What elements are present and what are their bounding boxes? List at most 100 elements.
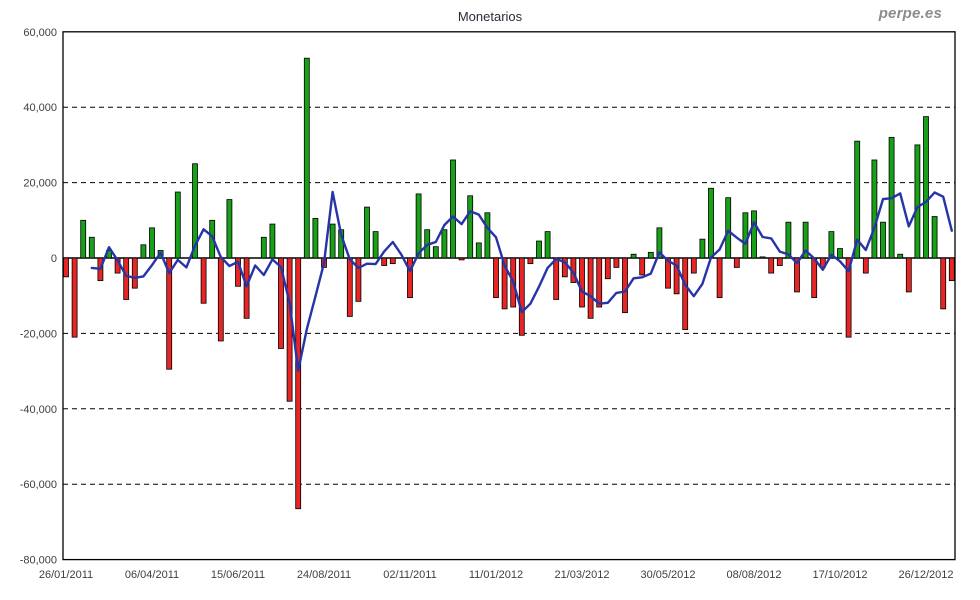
weekly-flow-bar xyxy=(458,257,465,261)
weekly-flow-bar xyxy=(467,195,474,259)
weekly-flow-bar xyxy=(260,236,267,259)
y-axis-tick-label: -80,000 xyxy=(20,555,57,567)
weekly-flow-bar xyxy=(226,199,233,259)
weekly-flow-bar xyxy=(441,229,448,259)
weekly-flow-bar xyxy=(346,257,353,317)
weekly-flow-bar xyxy=(493,257,499,298)
weekly-flow-bar xyxy=(690,257,697,274)
weekly-flow-bar xyxy=(364,206,370,259)
weekly-flow-bar xyxy=(931,216,938,259)
weekly-flow-bar xyxy=(415,193,422,259)
y-axis-tick-label: 20,000 xyxy=(23,178,57,190)
x-axis-tick-label: 17/10/2012 xyxy=(812,569,867,581)
weekly-flow-bar xyxy=(561,257,568,278)
weekly-flow-bar xyxy=(768,257,775,274)
weekly-flow-bar xyxy=(828,231,835,259)
x-axis-tick-label: 26/01/2011 xyxy=(39,569,93,581)
weekly-flow-bar xyxy=(733,257,740,268)
y-axis-tick-label: 60,000 xyxy=(23,27,57,39)
weekly-flow-bar xyxy=(80,219,87,259)
weekly-flow-bar xyxy=(656,227,663,259)
weekly-flow-bar xyxy=(269,223,276,259)
weekly-flow-bar xyxy=(639,257,646,276)
weekly-flow-bar xyxy=(794,257,800,293)
weekly-flow-bar xyxy=(862,257,869,274)
weekly-flow-bar xyxy=(536,240,542,259)
weekly-flow-bar xyxy=(923,116,929,259)
x-axis-tick-label: 26/12/2012 xyxy=(898,569,953,581)
weekly-flow-bar xyxy=(596,257,603,308)
weekly-flow-bar xyxy=(854,140,861,259)
weekly-flow-bar xyxy=(622,257,628,314)
weekly-flow-bar xyxy=(278,257,284,349)
x-axis-tick-label: 15/06/2011 xyxy=(211,569,265,581)
weekly-flow-bar xyxy=(140,244,147,259)
weekly-flow-bar xyxy=(708,187,714,259)
x-axis-tick-label: 21/03/2012 xyxy=(554,569,609,581)
chart-title: Monetarios xyxy=(457,9,523,24)
weekly-flow-bar xyxy=(200,257,207,304)
weekly-flow-bar xyxy=(914,144,921,259)
weekly-flow-bar xyxy=(776,257,783,266)
weekly-flow-bar xyxy=(785,221,792,259)
weekly-flow-bar xyxy=(673,257,680,295)
y-axis-tick-label: -20,000 xyxy=(20,328,57,340)
weekly-flow-bar xyxy=(389,257,396,265)
weekly-flow-bar xyxy=(837,248,843,259)
weekly-flow-bar xyxy=(372,231,379,259)
weekly-flow-bar xyxy=(682,257,689,331)
weekly-flow-bar xyxy=(802,221,809,259)
weekly-flow-bar xyxy=(71,257,78,338)
weekly-flow-bar xyxy=(553,257,560,300)
weekly-flow-bar xyxy=(579,257,585,308)
weekly-flow-bar xyxy=(845,257,852,338)
weekly-flow-bar xyxy=(303,57,310,259)
weekly-flow-bar xyxy=(166,257,173,370)
weekly-flow-bar xyxy=(192,163,198,259)
weekly-flow-bar xyxy=(217,257,224,342)
weekly-flow-bar xyxy=(725,197,732,259)
weekly-flow-bar xyxy=(811,257,818,298)
weekly-flow-bar xyxy=(484,212,491,259)
weekly-flow-bar xyxy=(63,257,69,278)
weekly-flow-bar xyxy=(613,257,620,268)
weekly-flow-bar xyxy=(587,257,594,319)
weekly-flow-bar xyxy=(312,218,319,259)
x-axis-tick-label: 11/01/2012 xyxy=(469,569,523,581)
weekly-flow-bar xyxy=(123,257,130,300)
moving-average-line xyxy=(90,190,953,372)
weekly-flow-bar xyxy=(665,257,671,289)
y-axis-tick-label: -60,000 xyxy=(20,479,57,491)
weekly-flow-bar xyxy=(295,257,302,510)
plot-border xyxy=(62,31,956,561)
weekly-flow-bar xyxy=(149,227,155,259)
weekly-flow-bar xyxy=(329,223,336,259)
weekly-flow-bar xyxy=(381,257,388,266)
weekly-flow-bar xyxy=(432,246,439,259)
weekly-flow-bar xyxy=(355,257,362,302)
weekly-flow-bar xyxy=(501,257,508,310)
weekly-flow-bar xyxy=(880,221,886,259)
weekly-flow-bar xyxy=(630,253,637,259)
weekly-flow-bar xyxy=(905,257,912,293)
weekly-flow-bar xyxy=(286,257,293,402)
weekly-flow-bar xyxy=(699,238,706,259)
weekly-flow-bar xyxy=(243,257,250,319)
weekly-flow-bar xyxy=(940,257,947,310)
y-axis-tick-label: -40,000 xyxy=(20,404,57,416)
y-axis-tick-label: 0 xyxy=(51,253,57,265)
weekly-flow-bar xyxy=(544,231,551,259)
weekly-flow-bar xyxy=(450,159,456,259)
x-axis-tick-label: 24/08/2011 xyxy=(297,569,351,581)
weekly-flow-bar xyxy=(897,253,904,259)
weekly-flow-bar xyxy=(647,251,654,259)
x-axis-tick-label: 06/04/2011 xyxy=(125,569,179,581)
x-axis-tick-label: 08/08/2012 xyxy=(726,569,781,581)
weekly-flow-bar xyxy=(131,257,138,289)
weekly-flow-bar xyxy=(871,159,878,259)
weekly-flow-bar xyxy=(948,257,955,282)
weekly-flow-bar xyxy=(716,257,723,298)
weekly-flow-bar xyxy=(604,257,611,280)
